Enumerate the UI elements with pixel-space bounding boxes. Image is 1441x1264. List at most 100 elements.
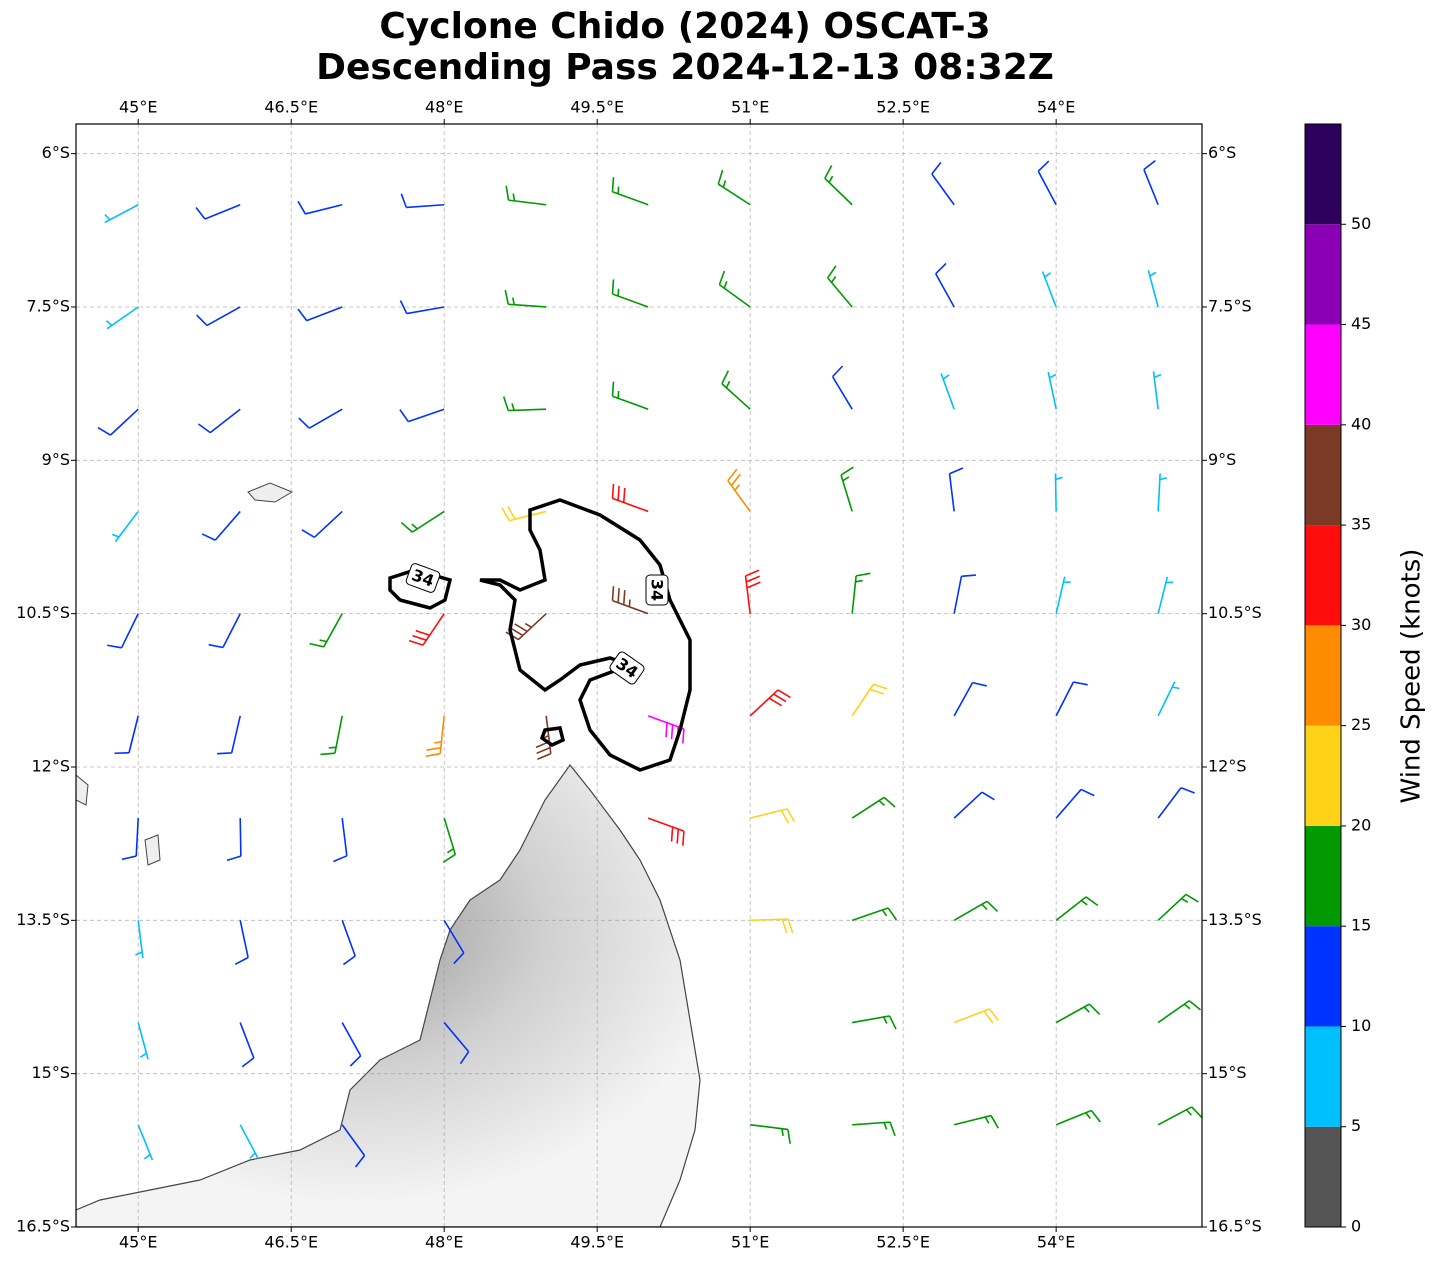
wind-barb: [611, 586, 649, 615]
colorbar-bin: [1305, 124, 1341, 225]
wind-barb: [1055, 576, 1071, 614]
colorbar-tick-label: 25: [1351, 715, 1371, 734]
y-tick-label: 9°S: [42, 450, 70, 469]
wind-barb: [301, 510, 343, 539]
wind-barb: [408, 613, 445, 646]
y-tick-label: 16.5°S: [1208, 1217, 1262, 1236]
wind-barb: [341, 920, 356, 966]
colorbar-bin: [1305, 725, 1341, 826]
x-tick-label: 54°E: [1037, 1233, 1075, 1252]
wind-barb: [208, 613, 241, 649]
wind-barb: [1157, 787, 1195, 819]
wind-barb: [504, 289, 547, 308]
wind-barb: [611, 381, 649, 410]
colorbar-tick-label: 15: [1351, 916, 1371, 935]
wind-barb: [1055, 1003, 1101, 1024]
wind-barb: [217, 715, 241, 755]
y-tick-label: 15°S: [1208, 1063, 1247, 1082]
colorbar-tick-label: 10: [1351, 1016, 1371, 1035]
wind-barb: [195, 204, 241, 220]
colorbar-tick-label: 0: [1351, 1217, 1361, 1236]
contour-line: [539, 726, 566, 748]
wind-barb: [717, 169, 751, 206]
wind-barb: [1055, 788, 1095, 819]
wind-barb: [1157, 473, 1168, 512]
colorbar-bin: [1305, 324, 1341, 425]
wind-barb: [1055, 681, 1088, 717]
contour-line: [479, 498, 692, 772]
wind-barb: [399, 408, 445, 423]
wind-barb: [535, 715, 552, 761]
colorbar-frame: [1304, 123, 1342, 1228]
contour-label-box: 34: [645, 574, 669, 606]
wind-barb: [940, 373, 955, 410]
wind-barb: [1157, 681, 1180, 717]
barb-layer: [97, 159, 1202, 1168]
wind-barb: [1054, 473, 1063, 512]
colorbar-bin: [1305, 525, 1341, 626]
wind-barb: [824, 165, 853, 206]
wind-barb: [505, 185, 547, 206]
wind-barb: [399, 300, 445, 315]
wind-barb: [953, 1008, 1000, 1024]
wind-barb: [935, 262, 955, 308]
colorbar-bin: [1305, 1026, 1341, 1127]
contour-label-box: 34: [405, 563, 441, 593]
wind-barb: [953, 900, 999, 922]
wind-barb: [298, 408, 343, 429]
colorbar-bin: [1305, 1126, 1341, 1227]
wind-barb: [234, 920, 249, 966]
wind-barb: [341, 1124, 366, 1168]
x-tick-label: 48°E: [425, 1233, 463, 1252]
wind-barb: [400, 193, 445, 209]
contour-label-box: 34: [609, 651, 645, 685]
x-tick-label: 46.5°E: [264, 98, 318, 117]
wind-barb: [851, 796, 896, 819]
wind-barb: [104, 204, 139, 224]
wind-barb: [1037, 160, 1057, 206]
wind-barb: [611, 279, 649, 308]
colorbar-tick-label: 20: [1351, 815, 1371, 834]
wind-barb: [97, 408, 139, 436]
wind-barb: [948, 467, 964, 512]
wind-barb: [611, 483, 649, 513]
wind-barb: [320, 715, 343, 756]
wind-barb: [297, 306, 343, 322]
colorbar-label: Wind Speed (knots): [1397, 549, 1427, 804]
wind-barb: [135, 920, 144, 959]
wind-barb: [443, 919, 465, 965]
wind-barb: [137, 1022, 149, 1060]
wind-barb: [1157, 893, 1199, 921]
colorbar-tick-label: 35: [1351, 515, 1371, 534]
wind-barb: [744, 569, 761, 614]
y-tick-label: 13.5°S: [16, 910, 70, 929]
map-background: [76, 482, 701, 1227]
wind-barb: [827, 265, 853, 308]
wind-barb: [1157, 576, 1174, 614]
wind-barb: [749, 808, 796, 824]
wind-barb: [341, 1022, 362, 1067]
wind-barb: [1041, 271, 1057, 308]
colorbar-bin: [1305, 224, 1341, 325]
colorbar-tick-label: 40: [1351, 414, 1371, 433]
wind-barb: [333, 818, 348, 863]
wind-barb: [718, 270, 751, 308]
y-tick-label: 12°S: [31, 756, 70, 775]
wind-barb: [953, 1114, 999, 1129]
wind-barb: [1055, 896, 1099, 921]
wind-barb: [425, 715, 445, 757]
y-tick-label: 6°S: [1208, 143, 1236, 162]
wind-barb: [727, 468, 751, 512]
wind-barb: [647, 817, 685, 846]
wind-barb: [852, 1121, 896, 1137]
wind-barb: [1055, 1109, 1101, 1126]
wind-barb: [851, 907, 898, 922]
wind-barb: [931, 162, 955, 206]
y-tick-label: 13.5°S: [1208, 910, 1262, 929]
colorbar-tick-label: 5: [1351, 1116, 1361, 1135]
wind-barb: [840, 466, 854, 512]
colorbar-tick-label: 45: [1351, 314, 1371, 333]
y-tick-label: 10.5°S: [16, 603, 70, 622]
y-tick-label: 6°S: [42, 143, 70, 162]
y-tick-label: 12°S: [1208, 756, 1247, 775]
